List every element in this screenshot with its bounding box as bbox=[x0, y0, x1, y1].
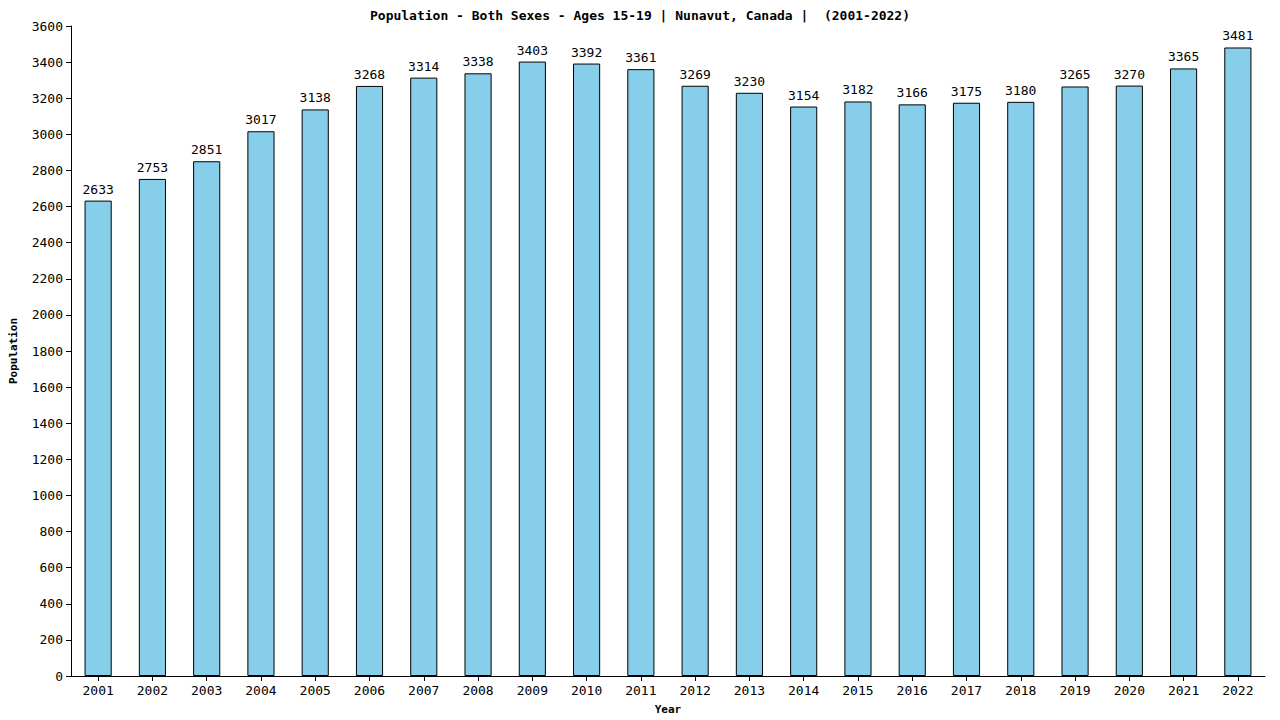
svg-text:3392: 3392 bbox=[571, 45, 602, 60]
svg-text:2851: 2851 bbox=[191, 142, 222, 157]
svg-text:2006: 2006 bbox=[354, 683, 385, 698]
svg-text:1400: 1400 bbox=[32, 416, 63, 431]
svg-text:2022: 2022 bbox=[1222, 683, 1253, 698]
svg-text:3600: 3600 bbox=[32, 19, 63, 34]
svg-text:Population: Population bbox=[7, 318, 20, 384]
svg-text:1200: 1200 bbox=[32, 452, 63, 467]
svg-text:2020: 2020 bbox=[1114, 683, 1145, 698]
svg-text:2012: 2012 bbox=[679, 683, 710, 698]
svg-text:2013: 2013 bbox=[734, 683, 765, 698]
svg-text:3269: 3269 bbox=[679, 67, 710, 82]
svg-text:2016: 2016 bbox=[897, 683, 928, 698]
svg-text:3175: 3175 bbox=[951, 84, 982, 99]
svg-text:2017: 2017 bbox=[951, 683, 982, 698]
svg-text:2000: 2000 bbox=[32, 307, 63, 322]
svg-text:2009: 2009 bbox=[517, 683, 548, 698]
svg-text:3270: 3270 bbox=[1114, 67, 1145, 82]
svg-text:3200: 3200 bbox=[32, 91, 63, 106]
svg-text:2800: 2800 bbox=[32, 163, 63, 178]
svg-text:2018: 2018 bbox=[1005, 683, 1036, 698]
svg-text:1600: 1600 bbox=[32, 380, 63, 395]
svg-text:2019: 2019 bbox=[1059, 683, 1090, 698]
svg-text:2008: 2008 bbox=[462, 683, 493, 698]
svg-text:3017: 3017 bbox=[245, 112, 276, 127]
svg-text:Population - Both Sexes - Ages: Population - Both Sexes - Ages 15-19 | N… bbox=[370, 8, 910, 23]
svg-text:3182: 3182 bbox=[842, 82, 873, 97]
svg-text:2021: 2021 bbox=[1168, 683, 1199, 698]
svg-text:2011: 2011 bbox=[625, 683, 656, 698]
svg-text:2007: 2007 bbox=[408, 683, 439, 698]
svg-text:600: 600 bbox=[40, 560, 63, 575]
svg-text:3230: 3230 bbox=[734, 74, 765, 89]
svg-text:0: 0 bbox=[55, 669, 63, 684]
svg-text:1000: 1000 bbox=[32, 488, 63, 503]
svg-text:2200: 2200 bbox=[32, 271, 63, 286]
svg-text:2600: 2600 bbox=[32, 199, 63, 214]
svg-text:3403: 3403 bbox=[517, 43, 548, 58]
svg-text:800: 800 bbox=[40, 524, 63, 539]
svg-text:3138: 3138 bbox=[300, 90, 331, 105]
svg-text:3314: 3314 bbox=[408, 59, 439, 74]
svg-text:3180: 3180 bbox=[1005, 83, 1036, 98]
svg-text:3268: 3268 bbox=[354, 67, 385, 82]
svg-text:3154: 3154 bbox=[788, 88, 819, 103]
svg-text:2004: 2004 bbox=[245, 683, 276, 698]
svg-text:2633: 2633 bbox=[82, 182, 113, 197]
svg-text:3400: 3400 bbox=[32, 55, 63, 70]
svg-text:1800: 1800 bbox=[32, 344, 63, 359]
svg-text:Year: Year bbox=[655, 703, 682, 716]
svg-text:3481: 3481 bbox=[1222, 28, 1253, 43]
svg-text:2015: 2015 bbox=[842, 683, 873, 698]
svg-text:2014: 2014 bbox=[788, 683, 819, 698]
svg-text:2005: 2005 bbox=[300, 683, 331, 698]
svg-text:3166: 3166 bbox=[897, 85, 928, 100]
svg-text:2003: 2003 bbox=[191, 683, 222, 698]
svg-text:3338: 3338 bbox=[462, 54, 493, 69]
svg-text:200: 200 bbox=[40, 632, 63, 647]
svg-text:3365: 3365 bbox=[1168, 49, 1199, 64]
svg-text:3265: 3265 bbox=[1059, 67, 1090, 82]
svg-text:2001: 2001 bbox=[82, 683, 113, 698]
svg-text:2002: 2002 bbox=[137, 683, 168, 698]
svg-text:2010: 2010 bbox=[571, 683, 602, 698]
svg-text:2753: 2753 bbox=[137, 160, 168, 175]
svg-text:2400: 2400 bbox=[32, 235, 63, 250]
svg-text:400: 400 bbox=[40, 596, 63, 611]
svg-text:3361: 3361 bbox=[625, 50, 656, 65]
svg-text:3000: 3000 bbox=[32, 127, 63, 142]
